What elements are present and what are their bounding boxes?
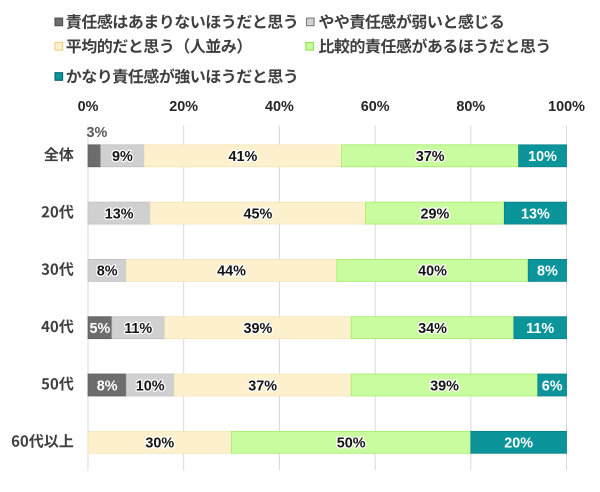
svg-text:11%: 11%: [124, 321, 152, 337]
svg-text:13%: 13%: [105, 206, 134, 222]
svg-text:20%: 20%: [169, 99, 198, 115]
svg-text:37%: 37%: [248, 378, 277, 394]
svg-text:41%: 41%: [229, 149, 258, 165]
svg-text:8%: 8%: [97, 378, 118, 394]
svg-text:37%: 37%: [416, 149, 445, 165]
svg-text:10%: 10%: [528, 149, 557, 165]
svg-text:50%: 50%: [337, 436, 366, 452]
svg-text:11%: 11%: [526, 321, 554, 337]
svg-text:29%: 29%: [421, 206, 450, 222]
svg-text:10%: 10%: [136, 378, 165, 394]
svg-text:40%: 40%: [418, 264, 447, 280]
svg-text:60%: 60%: [361, 99, 390, 115]
svg-text:39%: 39%: [430, 378, 459, 394]
svg-text:45%: 45%: [243, 206, 272, 222]
svg-text:5%: 5%: [90, 321, 111, 337]
svg-text:8%: 8%: [97, 264, 118, 280]
svg-text:3%: 3%: [87, 125, 108, 141]
svg-text:9%: 9%: [112, 149, 133, 165]
svg-text:40%: 40%: [265, 99, 294, 115]
svg-text:0%: 0%: [78, 99, 99, 115]
svg-text:34%: 34%: [418, 321, 447, 337]
svg-text:44%: 44%: [217, 264, 246, 280]
svg-text:30%: 30%: [145, 436, 174, 452]
svg-text:39%: 39%: [243, 321, 272, 337]
svg-text:100%: 100%: [548, 99, 585, 115]
svg-text:8%: 8%: [537, 264, 558, 280]
svg-text:13%: 13%: [521, 206, 550, 222]
svg-text:80%: 80%: [456, 99, 485, 115]
svg-text:20%: 20%: [504, 436, 533, 452]
svg-text:6%: 6%: [542, 378, 563, 394]
